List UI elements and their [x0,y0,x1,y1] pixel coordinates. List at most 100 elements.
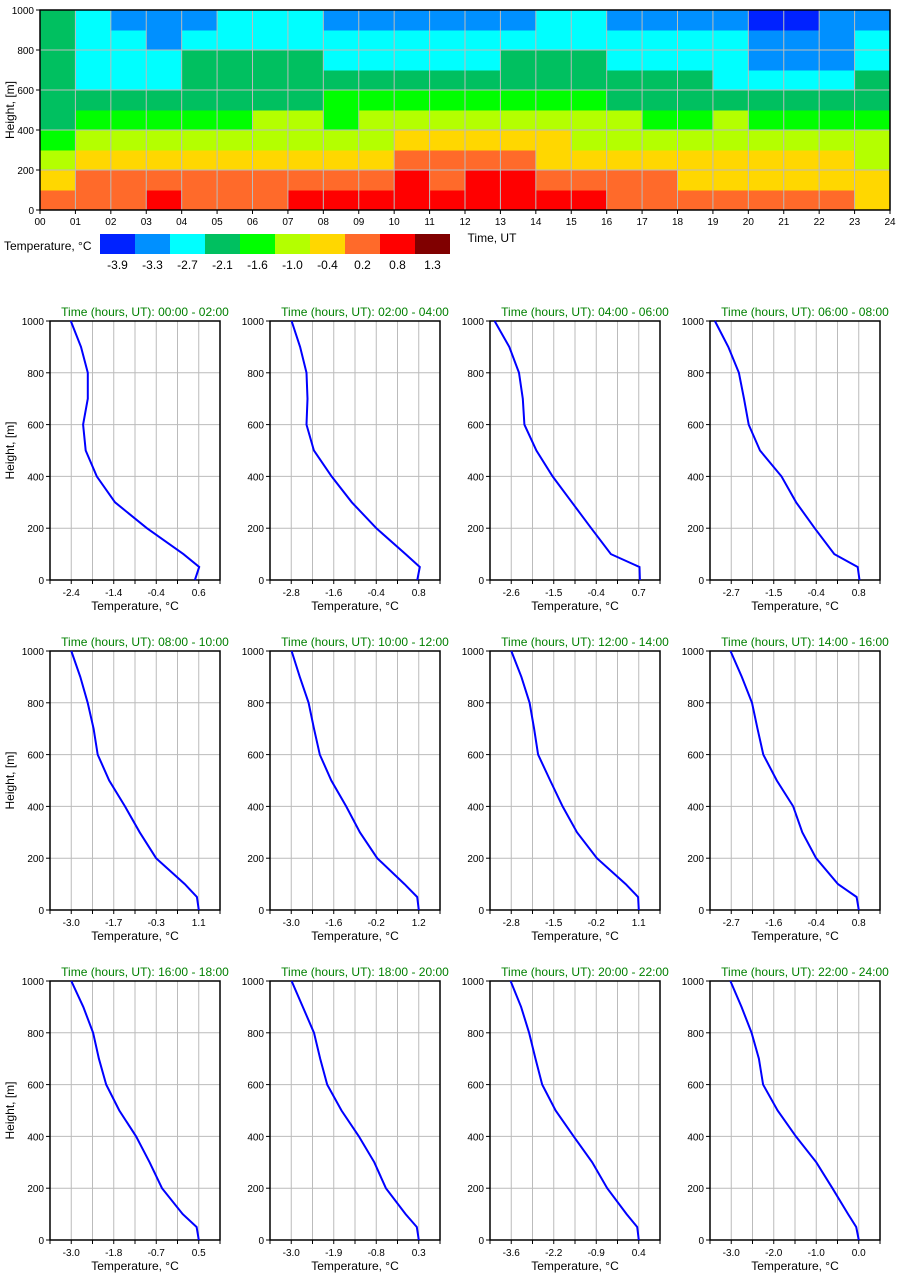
heatmap-cell [642,110,678,131]
profile-title-prefix: Time (hours, UT): [721,305,818,319]
profile-frame [49,320,221,581]
heatmap-cell [712,150,749,171]
heatmap-cell [146,150,183,171]
heatmap-cell [854,150,891,171]
profile-x-tick-label: -1.8 [105,1248,123,1259]
heatmap-x-tick-label: 12 [459,217,471,228]
heatmap-cell [854,30,891,51]
profile-x-tick-label: 0.0 [852,1248,866,1259]
heatmap-cell [783,90,820,111]
heatmap-cell [110,30,147,51]
heatmap-cell [429,150,466,171]
profile-x-axis-label: Temperature, °C [751,929,839,943]
colorbar-level-label: -3.9 [107,258,128,272]
profile-title: Time (hours, UT): 02:00 - 04:00 [281,305,449,319]
profile-x-tick-label: -2.8 [503,918,521,929]
profile-frame [709,320,881,581]
profile-panel: 0 200 400 600 800 1000 -2.7 -1.6 -0.4 0.8 Time (ho… [682,635,889,943]
heatmap-cell [110,70,147,91]
profile-x-tick-label: -0.9 [588,1248,606,1259]
heatmap-cell [394,30,431,51]
profile-y-tick-label: 200 [27,854,44,865]
heatmap-cell [465,190,501,211]
heatmap-x-tick-label: 09 [353,217,365,228]
profile-frame [269,650,441,911]
heatmap-cell [358,70,395,91]
profile-x-axis-label: Temperature, °C [531,599,619,613]
heatmap-cell [748,190,785,211]
colorbar-swatch [415,234,450,254]
profile-y-tick-label: 1000 [462,317,485,328]
heatmap-cell [358,50,395,71]
heatmap-cell [75,110,112,131]
heatmap-cell [465,70,501,91]
profile-x-tick-label: -0.4 [368,588,386,599]
heatmap-cell [75,10,112,31]
heatmap-cell [500,170,537,191]
heatmap-x-tick-label: 19 [707,217,719,228]
heatmap-cell [323,110,360,131]
profile-y-tick-label: 400 [687,802,704,813]
profile-y-tick-label: 600 [467,421,484,432]
profile-title-period: 16:00 - 18:00 [158,965,229,979]
heatmap-cell [323,190,360,211]
profile-x-tick-label: 0.4 [632,1248,646,1259]
heatmap-cell [819,30,856,51]
heatmap-cell [819,10,856,31]
profile-y-tick-label: 800 [687,699,704,710]
heatmap-cell [712,90,749,111]
profile-frame [269,320,441,581]
profile-x-tick-label: -1.9 [325,1248,343,1259]
heatmap-cell [252,190,289,211]
heatmap-cell [181,30,218,51]
profile-y-tick-label: 1000 [462,647,485,658]
heatmap-cell [40,10,76,31]
heatmap-cell [217,50,253,71]
heatmap-cell [252,90,289,111]
heatmap-cell [358,90,395,111]
temperature-profile-line [714,320,861,581]
heatmap-y-axis-label: Height, [m] [3,81,17,139]
heatmap-y-tick-label: 800 [17,46,34,57]
temperature-profile-line [70,980,200,1241]
heatmap-cell [854,10,891,31]
heatmap-cell [252,10,289,31]
colorbar-swatch [205,234,240,254]
profile-x-tick-label: -0.4 [808,588,826,599]
heatmap-cell [287,170,324,191]
profile-title-period: 02:00 - 04:00 [378,305,449,319]
profile-title-prefix: Time (hours, UT): [501,965,598,979]
profile-x-tick-label: 0.8 [412,588,426,599]
heatmap-cell [500,30,537,51]
heatmap-cell [677,190,714,211]
heatmap-cell [252,30,289,51]
colorbar-level-label: -0.4 [317,258,338,272]
profile-x-tick-label: 0.3 [412,1248,426,1259]
heatmap-cell [394,110,431,131]
heatmap-cell [642,170,678,191]
heatmap-cell [110,150,147,171]
profile-panel: 0 200 400 600 800 1000 -2.8 -1.5 -0.2 1.1 Time (ho… [462,635,669,943]
heatmap-cell [429,30,466,51]
profile-y-tick-label: 800 [247,369,264,380]
profile-x-axis-label: Temperature, °C [311,599,399,613]
heatmap-cell [287,30,324,51]
heatmap-x-tick-label: 04 [176,217,188,228]
heatmap-cell [465,90,501,111]
profile-title-prefix: Time (hours, UT): [61,965,158,979]
heatmap-x-tick-label: 05 [212,217,224,228]
profile-y-axis-label: Height, [m] [3,751,17,809]
heatmap-cell [783,70,820,91]
heatmap-cell [465,50,501,71]
heatmap-cell [712,70,749,91]
profile-y-tick-label: 0 [38,906,44,917]
heatmap-cell [535,10,572,31]
profile-x-tick-label: -1.6 [765,918,783,929]
profile-x-tick-label: -0.4 [588,588,606,599]
profile-y-tick-label: 0 [698,576,704,587]
heatmap-cell [287,110,324,131]
heatmap-cell [323,170,360,191]
heatmap-cell [252,150,289,171]
heatmap-cell [146,50,183,71]
